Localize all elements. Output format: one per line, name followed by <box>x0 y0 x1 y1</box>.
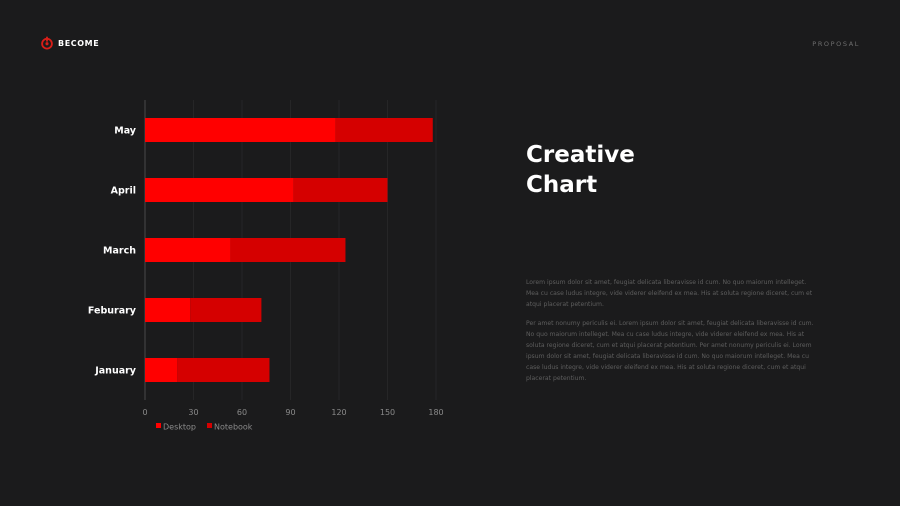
header-proposal-label: PROPOSAL <box>812 40 860 48</box>
brand-name: BECOME <box>58 38 100 48</box>
y-category-label: March <box>103 246 136 257</box>
x-tick-label: 90 <box>285 408 295 417</box>
x-tick-label: 120 <box>331 408 346 417</box>
x-tick-label: 0 <box>142 408 147 417</box>
y-category-label: January <box>94 366 137 377</box>
y-category-label: May <box>114 126 137 137</box>
y-category-label: Feburary <box>88 306 137 317</box>
y-category-label: April <box>111 186 136 197</box>
brand-logo-icon <box>41 36 53 50</box>
x-tick-label: 30 <box>188 408 198 417</box>
x-tick-label: 180 <box>428 408 443 417</box>
bar-desktop <box>145 178 294 202</box>
page-title: Creative Chart <box>526 140 635 200</box>
legend-label: Desktop <box>163 423 196 432</box>
bar-notebook <box>293 178 388 202</box>
title-line-2: Chart <box>526 172 598 198</box>
bar-desktop <box>145 238 231 262</box>
legend-swatch <box>207 423 212 428</box>
bar-notebook <box>177 358 270 382</box>
title-line-1: Creative <box>526 142 635 168</box>
x-tick-label: 150 <box>380 408 395 417</box>
bar-notebook <box>335 118 433 142</box>
body-paragraph-1: Lorem ipsum dolor sit amet, feugiat deli… <box>526 279 813 308</box>
bar-notebook <box>190 298 262 322</box>
bar-desktop <box>145 298 191 322</box>
bar-desktop <box>145 118 336 142</box>
bar-desktop <box>145 358 178 382</box>
body-paragraph-2: Per amet nonumy periculis ei. Lorem ipsu… <box>526 320 814 382</box>
legend-label: Notebook <box>214 423 253 432</box>
x-tick-label: 60 <box>237 408 247 417</box>
brand-logo: BECOME <box>40 36 99 50</box>
legend-swatch <box>156 423 161 428</box>
bar-notebook <box>230 238 346 262</box>
